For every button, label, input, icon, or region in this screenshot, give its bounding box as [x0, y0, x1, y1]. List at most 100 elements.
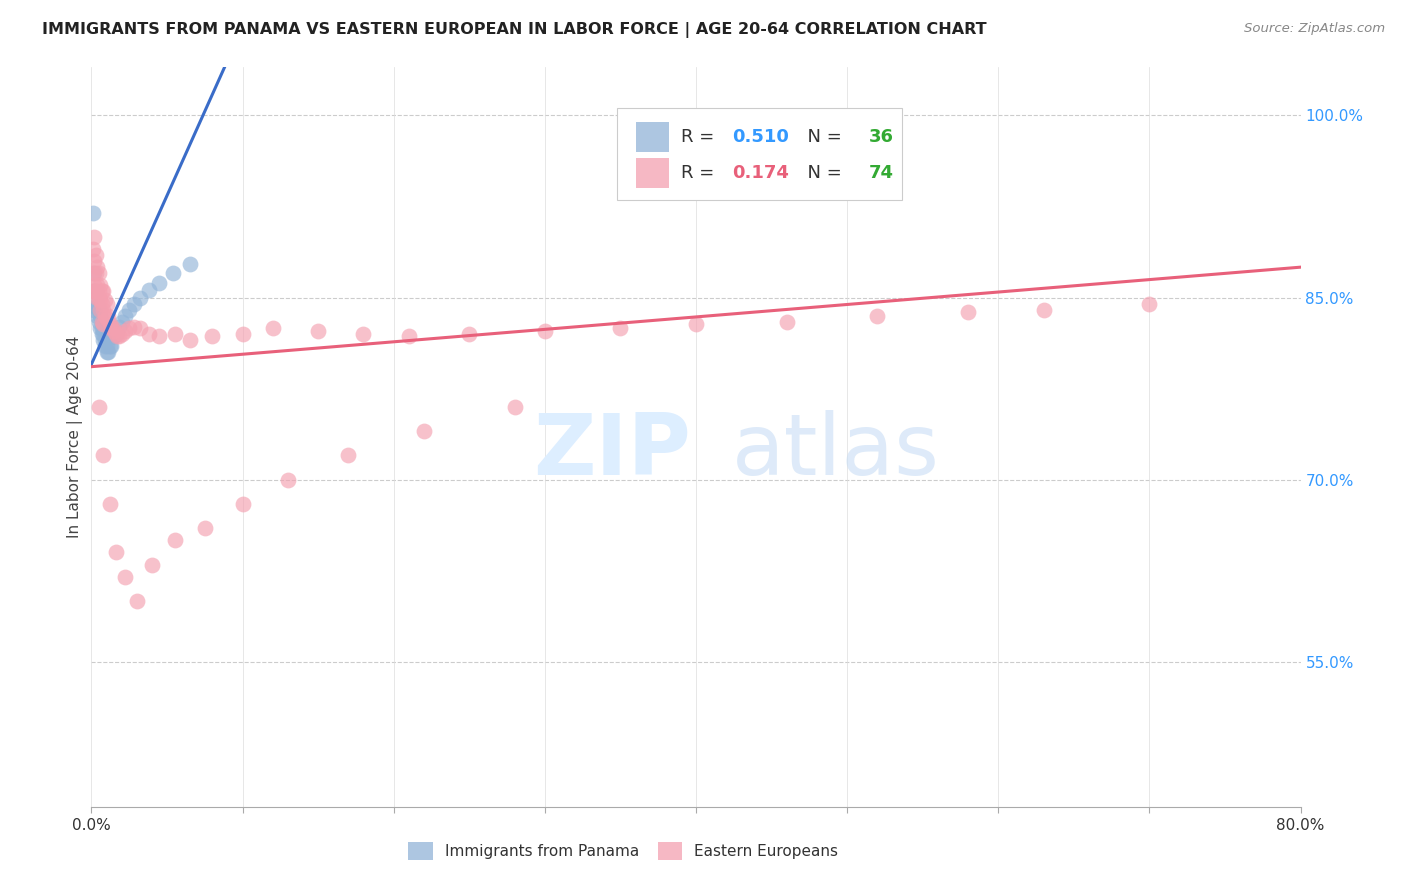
Point: [1032, 302, 1054, 317]
Text: N =: N =: [796, 164, 848, 182]
Point: [104, 545, 127, 559]
Point: [114, 569, 136, 583]
Point: [503, 400, 526, 414]
Point: [101, 321, 124, 335]
Point: [93, 333, 115, 347]
Point: [86, 309, 108, 323]
Point: [398, 329, 420, 343]
Point: [89, 293, 111, 307]
Text: 74: 74: [869, 164, 894, 182]
Point: [141, 558, 163, 572]
Point: [104, 326, 127, 341]
Point: [83, 254, 105, 268]
Point: [138, 283, 160, 297]
Point: [685, 317, 707, 331]
Point: [84, 266, 107, 280]
Point: [533, 325, 555, 339]
Point: [98, 339, 121, 353]
Text: ZIP: ZIP: [533, 410, 690, 493]
Point: [128, 321, 150, 335]
Point: [97, 309, 120, 323]
Point: [111, 315, 132, 329]
Text: 36: 36: [869, 128, 894, 146]
Point: [105, 329, 128, 343]
Point: [84, 285, 107, 299]
Point: [93, 448, 115, 462]
Point: [89, 278, 111, 293]
Point: [82, 205, 104, 219]
Text: N =: N =: [796, 128, 848, 146]
Point: [1139, 296, 1161, 310]
Point: [125, 594, 148, 608]
Point: [163, 326, 186, 341]
Text: R =: R =: [682, 128, 720, 146]
Point: [83, 229, 105, 244]
Point: [97, 345, 120, 359]
Point: [86, 278, 108, 293]
Point: [107, 329, 129, 343]
Point: [96, 345, 118, 359]
Point: [94, 309, 117, 323]
Point: [352, 326, 374, 341]
Point: [96, 312, 118, 326]
Point: [96, 339, 118, 353]
Point: [179, 256, 201, 270]
Point: [866, 309, 889, 323]
Point: [458, 326, 481, 341]
Point: [89, 321, 111, 335]
Point: [91, 321, 114, 335]
Point: [91, 296, 114, 310]
Point: [89, 309, 111, 323]
Point: [413, 424, 436, 438]
Point: [103, 325, 125, 339]
Point: [82, 285, 104, 299]
Y-axis label: In Labor Force | Age 20-64: In Labor Force | Age 20-64: [67, 336, 83, 538]
Point: [94, 333, 117, 347]
Point: [82, 285, 104, 299]
Point: [94, 293, 117, 307]
Point: [84, 248, 107, 262]
Point: [86, 260, 108, 275]
Point: [148, 276, 170, 290]
Point: [307, 325, 329, 339]
Point: [111, 326, 132, 341]
Point: [194, 521, 217, 535]
Point: [162, 266, 184, 280]
Point: [86, 291, 108, 305]
Point: [100, 321, 122, 335]
Point: [84, 285, 107, 299]
Point: [93, 326, 115, 341]
Text: atlas: atlas: [733, 410, 941, 493]
Point: [100, 339, 122, 353]
Point: [776, 315, 799, 329]
Point: [138, 326, 160, 341]
Point: [104, 326, 127, 341]
Point: [101, 329, 124, 343]
Point: [122, 319, 145, 334]
Point: [128, 291, 150, 305]
Point: [87, 302, 110, 317]
Point: [231, 497, 253, 511]
Point: [83, 278, 105, 293]
Point: [82, 242, 104, 256]
Point: [94, 339, 117, 353]
Point: [83, 266, 105, 280]
Text: R =: R =: [682, 164, 720, 182]
Point: [96, 296, 118, 310]
Point: [91, 285, 114, 299]
Point: [93, 317, 115, 331]
Point: [82, 266, 104, 280]
Text: IMMIGRANTS FROM PANAMA VS EASTERN EUROPEAN IN LABOR FORCE | AGE 20-64 CORRELATIO: IMMIGRANTS FROM PANAMA VS EASTERN EUROPE…: [42, 22, 987, 38]
Point: [118, 321, 141, 335]
Point: [122, 296, 145, 310]
Point: [148, 329, 170, 343]
Point: [86, 296, 108, 310]
Point: [231, 326, 253, 341]
FancyBboxPatch shape: [636, 122, 669, 152]
Text: 0.174: 0.174: [733, 164, 789, 182]
Point: [262, 321, 284, 335]
Point: [114, 309, 136, 323]
Point: [84, 300, 107, 314]
Point: [87, 285, 110, 299]
Point: [87, 291, 110, 305]
